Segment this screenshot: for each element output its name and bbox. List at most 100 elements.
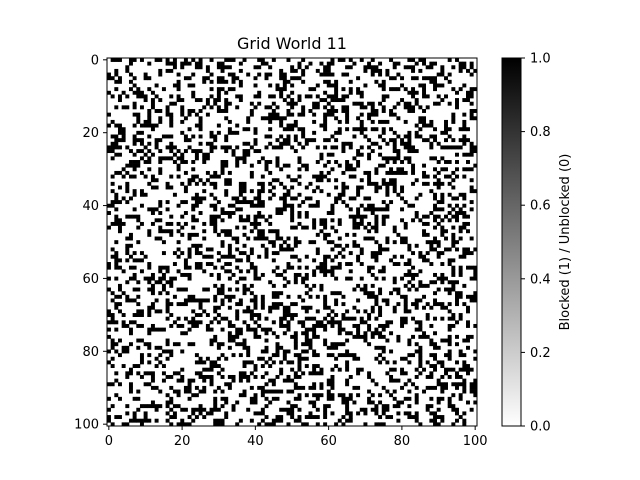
- blocked-cell: [403, 371, 408, 376]
- blocked-cell: [110, 342, 115, 347]
- blocked-cell: [440, 262, 445, 266]
- blocked-cell: [169, 353, 174, 358]
- blocked-cell: [169, 280, 174, 285]
- blocked-cell: [290, 378, 295, 383]
- blocked-cell: [121, 269, 126, 274]
- blocked-cell: [242, 393, 247, 398]
- blocked-cell: [319, 367, 324, 372]
- blocked-cell: [436, 400, 441, 405]
- blocked-cell: [235, 196, 240, 201]
- blocked-cell: [231, 130, 236, 135]
- blocked-cell: [187, 298, 192, 303]
- blocked-cell: [202, 309, 207, 314]
- blocked-cell: [220, 145, 225, 150]
- blocked-cell: [407, 272, 412, 277]
- blocked-cell: [231, 149, 236, 154]
- blocked-cell: [172, 404, 177, 409]
- blocked-cell: [308, 138, 313, 143]
- blocked-cell: [150, 272, 155, 277]
- blocked-cell: [132, 287, 137, 292]
- blocked-cell: [462, 422, 467, 427]
- blocked-cell: [367, 112, 372, 117]
- blocked-cell: [341, 141, 346, 146]
- blocked-cell: [271, 109, 276, 113]
- blocked-cell: [275, 294, 280, 299]
- blocked-cell: [110, 320, 115, 325]
- blocked-cell: [334, 200, 339, 205]
- blocked-cell: [260, 374, 265, 379]
- blocked-cell: [209, 105, 214, 110]
- blocked-cell: [400, 294, 405, 299]
- blocked-cell: [466, 229, 470, 234]
- blocked-cell: [315, 364, 320, 368]
- blocked-cell: [220, 287, 225, 292]
- blocked-cell: [180, 374, 185, 379]
- blocked-cell: [279, 123, 284, 128]
- blocked-cell: [403, 236, 408, 241]
- blocked-cell: [282, 192, 287, 197]
- blocked-cell: [312, 130, 317, 135]
- blocked-cell: [473, 323, 478, 328]
- blocked-cell: [279, 345, 284, 350]
- blocked-cell: [462, 364, 467, 368]
- blocked-cell: [161, 156, 166, 161]
- blocked-cell: [356, 385, 361, 390]
- blocked-cell: [378, 400, 383, 405]
- blocked-cell: [209, 360, 214, 365]
- blocked-cell: [304, 342, 309, 347]
- blocked-cell: [374, 68, 379, 73]
- blocked-cell: [359, 127, 364, 132]
- blocked-cell: [447, 218, 452, 223]
- blocked-cell: [183, 58, 188, 62]
- blocked-cell: [352, 334, 357, 339]
- blocked-cell: [462, 283, 467, 288]
- blocked-cell: [326, 404, 331, 409]
- blocked-cell: [330, 374, 335, 379]
- blocked-cell: [264, 72, 269, 77]
- blocked-cell: [381, 327, 386, 332]
- blocked-cell: [341, 189, 346, 194]
- blocked-cell: [290, 360, 295, 365]
- blocked-cell: [422, 90, 427, 95]
- blocked-cell: [392, 378, 397, 383]
- blocked-cell: [392, 389, 397, 394]
- blocked-cell: [165, 302, 170, 307]
- blocked-cell: [268, 280, 273, 285]
- blocked-cell: [128, 58, 133, 62]
- blocked-cell: [337, 251, 342, 256]
- blocked-cell: [425, 76, 430, 81]
- blocked-cell: [330, 72, 335, 77]
- blocked-cell: [297, 353, 302, 358]
- blocked-cell: [429, 243, 434, 248]
- blocked-cell: [440, 418, 445, 423]
- blocked-cell: [180, 65, 185, 70]
- blocked-cell: [455, 105, 459, 110]
- blocked-cell: [425, 138, 430, 143]
- blocked-cell: [341, 58, 346, 62]
- blocked-cell: [425, 360, 430, 365]
- blocked-cell: [473, 294, 478, 299]
- blocked-cell: [194, 112, 199, 117]
- blocked-cell: [436, 422, 441, 427]
- blocked-cell: [462, 378, 467, 383]
- blocked-cell: [326, 313, 331, 317]
- blocked-cell: [213, 101, 218, 106]
- blocked-cell: [462, 385, 467, 390]
- blocked-cell: [154, 207, 159, 212]
- blocked-cell: [139, 374, 144, 379]
- blocked-cell: [121, 138, 126, 143]
- blocked-cell: [356, 327, 361, 332]
- blocked-cell: [107, 149, 111, 154]
- blocked-cell: [411, 181, 416, 186]
- blocked-cell: [165, 298, 170, 303]
- blocked-cell: [242, 360, 247, 365]
- blocked-cell: [370, 181, 375, 186]
- blocked-cell: [286, 320, 291, 325]
- blocked-cell: [422, 232, 427, 237]
- blocked-cell: [345, 243, 350, 248]
- blocked-cell: [139, 404, 144, 409]
- blocked-cell: [308, 316, 313, 321]
- blocked-cell: [238, 61, 243, 66]
- blocked-cell: [271, 360, 276, 365]
- blocked-cell: [227, 181, 232, 186]
